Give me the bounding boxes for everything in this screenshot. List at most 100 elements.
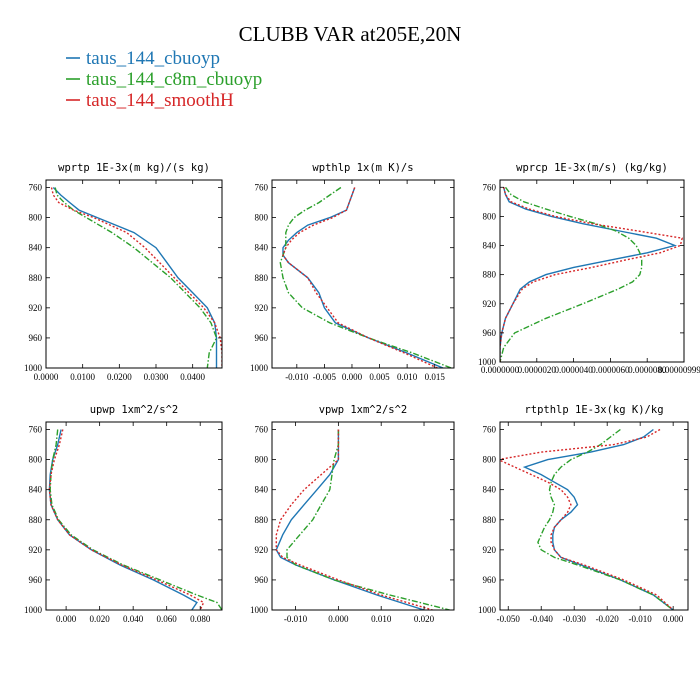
- panel-3: wprcp 1E-3x(m/s) (kg/kg) 760 800 840 880 920 9…: [478, 162, 700, 375]
- y-tick-label: 920: [255, 303, 269, 313]
- series-line-1: [282, 187, 444, 368]
- x-tick-label: 0.000: [663, 614, 684, 624]
- series-line-2: [537, 428, 674, 610]
- x-tick-label: 0.0000: [34, 372, 59, 382]
- series-group: [275, 429, 450, 610]
- y-tick-label: 960: [255, 333, 269, 343]
- y-tick-label: 1000: [250, 605, 269, 615]
- x-tick-label: 0.060: [157, 614, 178, 624]
- x-tick-label: 0.0000040: [554, 365, 593, 375]
- panel-6: rtpthlp 1E-3x(kg K)/kg 760 800 840 880 920 960…: [478, 404, 689, 624]
- y-tick-label: 800: [29, 213, 43, 223]
- y-tick-label: 840: [255, 485, 269, 495]
- axes-frame: [271, 179, 455, 369]
- x-tick-label: 0.040: [123, 614, 144, 624]
- y-tick-label: 880: [255, 273, 269, 283]
- x-tick-label: -0.020: [596, 614, 620, 624]
- y-tick-label: 960: [255, 575, 269, 585]
- y-tick-label: 960: [483, 575, 497, 585]
- y-tick-label: 840: [255, 243, 269, 253]
- x-tick-label: -0.010: [284, 614, 308, 624]
- axes-frame: [45, 421, 223, 611]
- series-group: [500, 428, 674, 610]
- y-tick-label: 960: [29, 333, 43, 343]
- series-line-3: [500, 428, 674, 610]
- x-tick-label: 0.0000060: [591, 365, 630, 375]
- y-tick-label: 760: [255, 183, 269, 193]
- panel-title: rtpthlp 1E-3x(kg K)/kg: [524, 404, 663, 416]
- panel-4: upwp 1xm^2/s^2 760 800 840 880 920 960 1000 0.00…: [24, 404, 223, 624]
- panel-5: vpwp 1xm^2/s^2 760 800 840 880 920 960 1000 -0.0…: [250, 404, 455, 624]
- y-tick-label: 920: [29, 303, 43, 313]
- y-tick-label: 1000: [250, 363, 269, 373]
- x-tick-label: 0.005: [369, 372, 390, 382]
- panel-title: vpwp 1xm^2/s^2: [319, 404, 408, 416]
- legend: taus_144_cbuoyp taus_144_c8m_cbuoyp taus…: [66, 48, 262, 111]
- series-group: [48, 429, 222, 610]
- y-tick-label: 760: [483, 182, 497, 192]
- x-tick-label: 0.0000099999: [658, 365, 700, 375]
- x-tick-label: 0.0000000: [481, 365, 520, 375]
- x-tick-label: 0.000: [328, 614, 349, 624]
- y-tick-label: 800: [483, 211, 497, 221]
- axes-frame: [499, 179, 685, 363]
- y-tick-label: 880: [483, 270, 497, 280]
- series-line-2: [49, 429, 222, 610]
- y-tick-label: 920: [29, 545, 43, 555]
- x-tick-label: 0.020: [414, 614, 435, 624]
- y-tick-label: 880: [29, 515, 43, 525]
- axes-frame: [271, 421, 455, 611]
- y-tick-label: 920: [255, 545, 269, 555]
- x-tick-label: 0.0000080: [628, 365, 667, 375]
- x-tick-label: -0.010: [285, 372, 309, 382]
- x-tick-label: 0.0000020: [518, 365, 557, 375]
- y-tick-label: 760: [29, 183, 43, 193]
- series-line-2: [54, 187, 218, 368]
- x-tick-label: 0.000: [56, 614, 77, 624]
- y-tick-label: 840: [29, 243, 43, 253]
- y-tick-label: 840: [483, 485, 497, 495]
- x-tick-label: 0.015: [425, 372, 446, 382]
- x-tick-label: -0.040: [530, 614, 554, 624]
- panel-title: wprcp 1E-3x(m/s) (kg/kg): [516, 162, 668, 174]
- panel-title: wpthlp 1x(m K)/s: [312, 162, 413, 174]
- x-tick-label: 0.010: [371, 614, 392, 624]
- y-tick-label: 880: [483, 515, 497, 525]
- legend-label-1: taus_144_cbuoyp: [86, 48, 220, 69]
- x-tick-label: 0.010: [397, 372, 418, 382]
- x-tick-label: -0.010: [629, 614, 653, 624]
- series-line-2: [500, 186, 643, 362]
- figure-title: CLUBB VAR at205E,20N: [239, 22, 462, 46]
- x-tick-label: 0.0100: [70, 372, 95, 382]
- y-tick-label: 760: [29, 425, 43, 435]
- panel-2: wpthlp 1x(m K)/s 760 800 840 880 920 960 1000 -0…: [250, 162, 455, 382]
- series-line-1: [275, 429, 425, 610]
- panel-1: wprtp 1E-3x(m kg)/(s kg) 760 800 840 880 920 9…: [24, 162, 223, 382]
- x-tick-label: -0.050: [497, 614, 521, 624]
- series-line-2: [279, 186, 452, 368]
- y-tick-label: 960: [483, 328, 497, 338]
- x-tick-label: 0.0200: [107, 372, 132, 382]
- x-tick-label: 0.0400: [180, 372, 205, 382]
- series-group: [500, 186, 684, 362]
- x-tick-label: 0.0300: [144, 372, 169, 382]
- x-tick-label: -0.030: [563, 614, 587, 624]
- series-group: [50, 187, 222, 368]
- axes-frame: [499, 421, 689, 611]
- series-line-3: [275, 429, 433, 610]
- series-line-1: [500, 187, 678, 362]
- y-tick-label: 920: [483, 299, 497, 309]
- series-line-3: [50, 187, 222, 368]
- legend-label-3: taus_144_smoothH: [86, 90, 234, 111]
- series-line-1: [48, 429, 198, 610]
- y-tick-label: 800: [483, 455, 497, 465]
- y-tick-label: 1000: [24, 605, 43, 615]
- y-tick-label: 1000: [478, 605, 497, 615]
- y-tick-label: 880: [29, 273, 43, 283]
- series-line-1: [52, 187, 218, 368]
- series-line-3: [48, 429, 205, 610]
- panel-title: wprtp 1E-3x(m kg)/(s kg): [58, 162, 210, 174]
- y-tick-label: 840: [483, 241, 497, 251]
- series-line-2: [286, 429, 450, 610]
